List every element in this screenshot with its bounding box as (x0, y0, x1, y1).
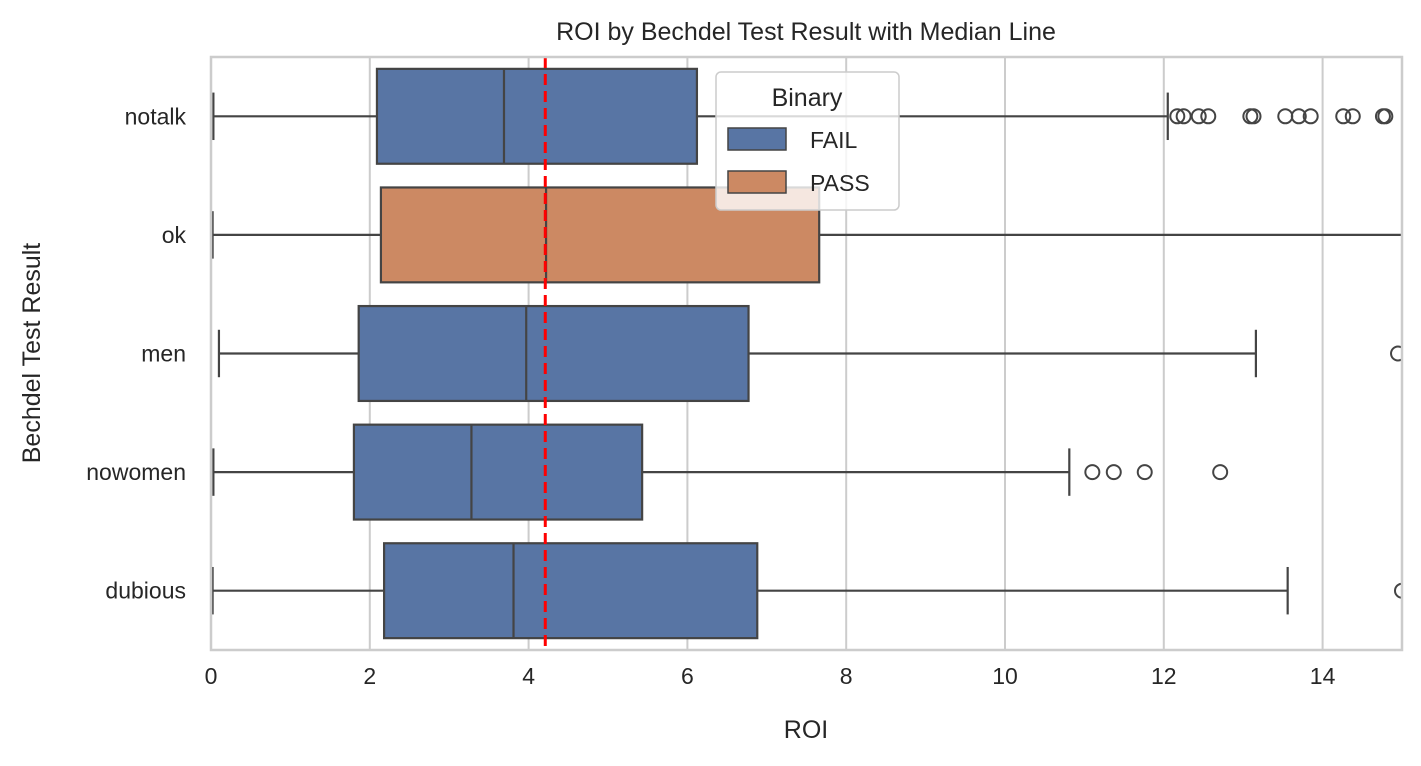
outlier-point (1390, 345, 1402, 362)
box-notalk (212, 67, 1394, 165)
outlier-point (1190, 108, 1207, 125)
outlier-point (1290, 108, 1307, 125)
box-dubious (211, 542, 1402, 640)
y-tick-label: nowomen (86, 459, 186, 485)
x-tick-label: 10 (992, 663, 1018, 689)
outlier-point (1245, 108, 1262, 125)
outlier-point (1277, 108, 1294, 125)
outlier-point (1136, 464, 1153, 481)
legend-title: Binary (772, 84, 843, 112)
legend-swatch-pass (727, 170, 787, 194)
y-tick-label: notalk (125, 103, 187, 129)
legend-swatch-fail (727, 127, 787, 151)
legend-label-fail: FAIL (810, 127, 858, 153)
outlier-point (1394, 582, 1402, 599)
chart-title: ROI by Bechdel Test Result with Median L… (556, 18, 1056, 46)
x-tick-label: 12 (1151, 663, 1177, 689)
legend: Binary FAIL PASS (715, 71, 900, 211)
box-men (217, 304, 1402, 403)
box-iqr (357, 304, 750, 403)
outlier-point (1377, 108, 1394, 125)
box-iqr (382, 542, 759, 640)
legend-label-pass: PASS (810, 170, 870, 196)
box-nowomen (212, 423, 1229, 521)
x-tick-label: 2 (363, 663, 376, 689)
outlier-point (1335, 108, 1352, 125)
x-tick-label: 0 (205, 663, 218, 689)
plot-frame (209, 55, 1404, 652)
x-tick-label: 14 (1310, 663, 1336, 689)
outlier-point (1105, 464, 1122, 481)
outlier-point (1084, 464, 1101, 481)
y-tick-label: ok (162, 222, 187, 248)
x-tick-label: 4 (522, 663, 535, 689)
box-iqr (375, 67, 699, 165)
y-axis-label: Bechdel Test Result (18, 243, 46, 464)
outlier-point (1344, 108, 1361, 125)
outlier-point (1212, 464, 1229, 481)
outlier-point (1175, 108, 1192, 125)
box-iqr (352, 423, 644, 521)
y-tick-label: men (141, 341, 186, 367)
x-tick-label: 8 (840, 663, 853, 689)
outlier-point (1169, 108, 1186, 125)
x-tick-label: 6 (681, 663, 694, 689)
y-tick-label: dubious (105, 578, 186, 604)
outlier-point (1242, 108, 1259, 125)
outlier-point (1200, 108, 1217, 125)
outlier-point (1302, 108, 1319, 125)
x-axis-label: ROI (784, 716, 828, 744)
